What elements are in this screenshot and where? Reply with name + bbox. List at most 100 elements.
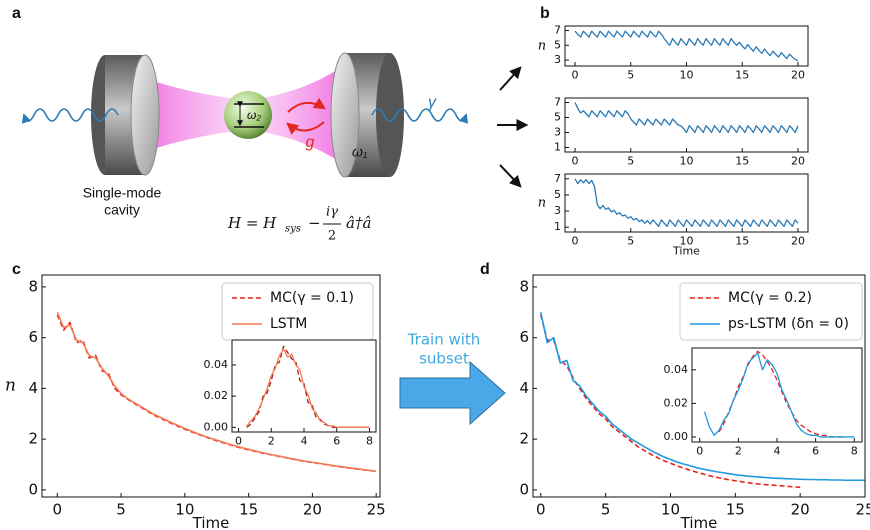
x-tick-label: 8 — [851, 444, 858, 457]
y-tick-label: 7 — [554, 96, 561, 109]
beam — [150, 80, 248, 150]
x-tick-label: 15 — [239, 500, 258, 518]
legend-label: MC(γ = 0.2) — [728, 290, 812, 306]
y-tick-label: 0.00 — [204, 420, 229, 433]
hamiltonian-numerator: iγ — [326, 205, 338, 220]
y-axis-label: n — [538, 196, 546, 211]
leak-wave — [371, 108, 469, 124]
panel-label: a — [12, 5, 21, 22]
cavity-label: Single-mode — [83, 185, 162, 201]
cavity-label: cavity — [104, 202, 140, 218]
y-tick-label: 1 — [554, 220, 561, 233]
y-tick-label: 3 — [554, 53, 561, 66]
y-tick-label: 6 — [28, 328, 38, 346]
panel-label: c — [12, 261, 21, 278]
legend-label: LSTM — [270, 316, 307, 332]
x-tick-label: 25 — [855, 500, 870, 518]
y-tick-label: 4 — [28, 379, 38, 397]
axes-frame — [231, 339, 377, 433]
coupling-label: g — [306, 134, 315, 151]
decay-label: γ — [428, 94, 437, 111]
x-tick-label: 0 — [572, 68, 579, 81]
x-tick-label: 5 — [627, 68, 634, 81]
x-axis-label: Time — [672, 244, 700, 257]
series-line — [539, 312, 865, 482]
arrow-label: Train with — [407, 331, 481, 349]
series-line — [540, 314, 801, 489]
x-tick-label: 0 — [235, 434, 242, 447]
y-tick-label: 0.04 — [664, 363, 689, 376]
x-tick-label: 0 — [572, 234, 579, 247]
x-tick-label: 15 — [735, 234, 749, 247]
x-tick-label: 6 — [333, 434, 340, 447]
y-tick-label: 5 — [554, 188, 561, 201]
x-tick-label: 10 — [680, 68, 694, 81]
x-tick-label: 0 — [536, 500, 546, 518]
mirror-face — [330, 52, 360, 178]
y-tick-label: 0.00 — [664, 430, 689, 443]
x-tick-label: 5 — [601, 500, 611, 518]
cavity-frequency: ω₁ — [352, 144, 368, 160]
y-tick-label: 0 — [28, 480, 38, 498]
x-tick-label: 4 — [774, 444, 781, 457]
x-tick-label: 6 — [812, 444, 819, 457]
x-tick-label: 15 — [735, 154, 749, 167]
mirror-face — [130, 54, 160, 176]
x-tick-label: 8 — [366, 434, 373, 447]
series-line — [718, 350, 845, 438]
y-tick-label: 0.02 — [664, 396, 689, 409]
x-tick-label: 15 — [726, 500, 745, 518]
hamiltonian-minus: − — [308, 214, 321, 232]
axes-background — [565, 26, 808, 66]
y-tick-label: 8 — [28, 277, 38, 295]
x-tick-label: 5 — [627, 234, 634, 247]
atom-frequency: ω₂ — [247, 108, 261, 122]
series-line — [246, 348, 370, 428]
hamiltonian-operator: â†â — [346, 214, 371, 232]
axes-background — [565, 174, 808, 232]
y-tick-label: 0 — [519, 480, 529, 498]
hamiltonian: H = H — [227, 214, 277, 232]
branch-arrow — [499, 66, 522, 91]
hamiltonian-denominator: 2 — [328, 229, 336, 244]
x-tick-label: 10 — [680, 234, 694, 247]
axes-frame — [691, 347, 863, 443]
axes-frame — [41, 274, 381, 498]
coupling-arrow — [287, 97, 327, 113]
y-axis-label: n — [538, 39, 546, 54]
y-tick-label: 1 — [554, 141, 561, 154]
axes-frame — [532, 274, 866, 498]
x-tick-label: 20 — [791, 234, 805, 247]
x-tick-label: 15 — [735, 68, 749, 81]
x-tick-label: 0 — [696, 444, 703, 457]
x-tick-label: 20 — [303, 500, 322, 518]
panel-label: b — [540, 5, 550, 22]
x-tick-label: 20 — [791, 154, 805, 167]
y-tick-label: 7 — [554, 23, 561, 36]
legend-box — [679, 282, 863, 341]
y-tick-label: 7 — [554, 172, 561, 185]
x-tick-label: 0 — [53, 500, 63, 518]
beam — [248, 68, 340, 162]
axes-background — [692, 348, 862, 442]
series-line — [574, 30, 799, 62]
x-tick-label: 5 — [116, 500, 126, 518]
series-line — [574, 178, 799, 228]
y-tick-label: 4 — [519, 379, 529, 397]
axes-frame — [564, 173, 809, 233]
x-tick-label: 4 — [301, 434, 308, 447]
legend-label: MC(γ = 0.1) — [270, 290, 354, 306]
x-tick-label: 10 — [680, 154, 694, 167]
y-tick-label: 2 — [28, 430, 38, 448]
x-tick-label: 25 — [367, 500, 386, 518]
x-tick-label: 20 — [791, 500, 810, 518]
axes-background — [565, 98, 808, 152]
x-tick-label: 0 — [572, 154, 579, 167]
y-tick-label: 5 — [554, 111, 561, 124]
x-axis-label: Time — [192, 514, 230, 530]
x-tick-label: 2 — [268, 434, 275, 447]
y-tick-label: 3 — [554, 126, 561, 139]
x-tick-label: 2 — [735, 444, 742, 457]
